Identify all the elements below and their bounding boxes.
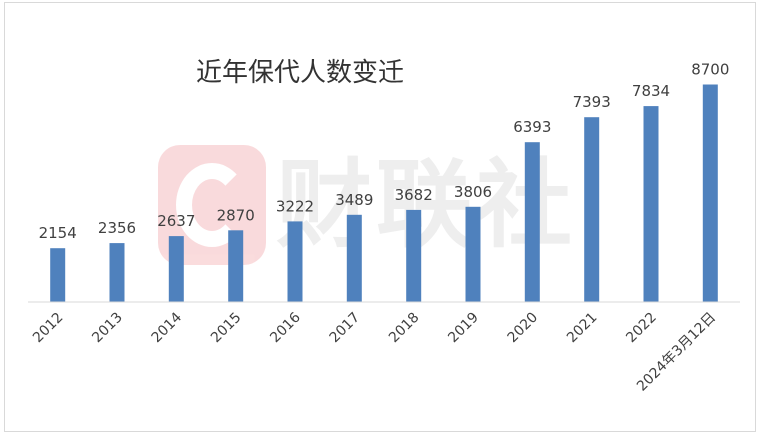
bar-6 [406,209,422,302]
bar-5 [346,214,362,302]
x-tick-label-1: 2013 [89,310,126,347]
data-label-5: 3489 [335,191,373,209]
data-label-7: 3806 [454,183,492,201]
x-tick-label-0: 2012 [30,310,67,347]
bar-2 [168,236,184,302]
chart-title: 近年保代人数变迁 [195,58,404,88]
bar-1 [109,243,125,302]
data-label-8: 6393 [513,118,551,136]
x-tick-label-10: 2022 [623,310,660,347]
data-label-9: 7393 [573,93,611,111]
bar-10 [643,106,659,302]
bar-8 [524,142,540,302]
bar-7 [465,206,481,302]
x-tick-label-8: 2020 [505,310,542,347]
chart-frame [4,2,756,432]
x-tick-label-2: 2014 [149,309,186,346]
x-tick-label-6: 2018 [386,310,423,347]
data-label-1: 2356 [98,219,136,237]
x-tick-label-9: 2021 [564,310,601,347]
x-tick-label-7: 2019 [445,310,482,347]
x-tick-label-3: 2015 [208,310,245,347]
x-tick-label-5: 2017 [327,310,364,347]
bar-4 [287,221,303,302]
x-tick-label-4: 2016 [267,309,304,346]
bar-9 [584,117,600,302]
data-label-2: 2637 [157,212,195,230]
bar-3 [228,230,244,303]
bar-11 [702,84,718,302]
data-label-11: 8700 [691,61,729,79]
data-label-6: 3682 [395,186,433,204]
data-label-0: 2154 [39,224,77,242]
bar-0 [50,248,66,303]
data-label-4: 3222 [276,197,314,215]
data-label-10: 7834 [632,82,670,100]
data-label-3: 2870 [217,206,255,224]
